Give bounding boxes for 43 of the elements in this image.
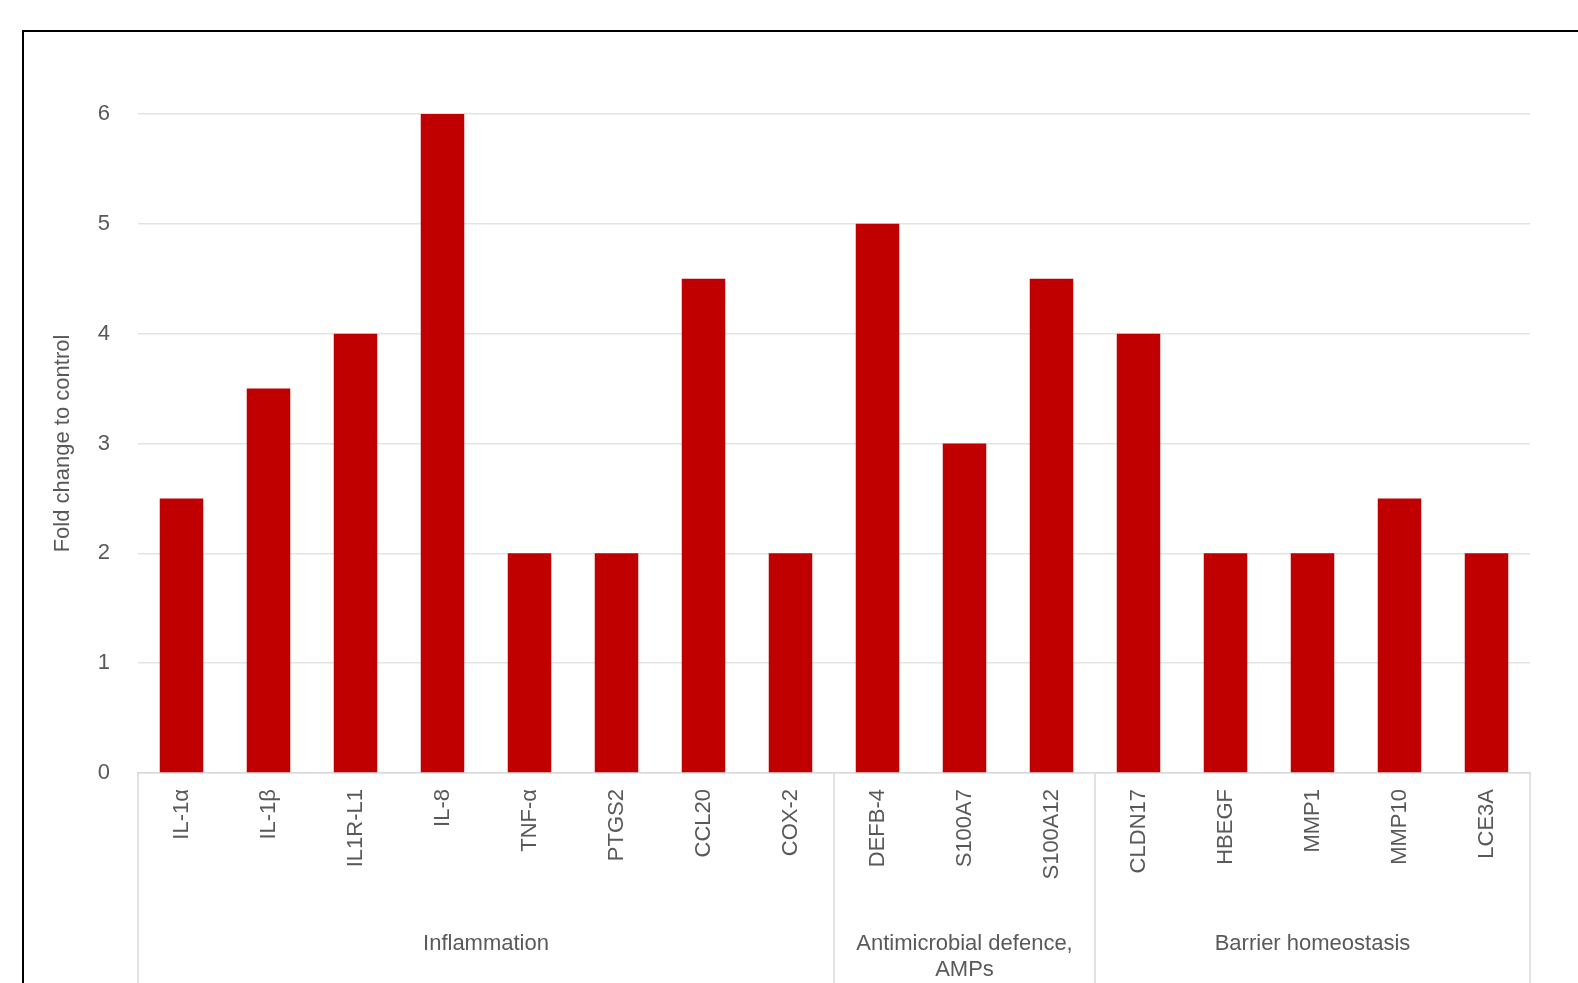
text: Antimicrobial defence, AMPs (856, 930, 1073, 982)
x-tick-label: MMP10 (1385, 789, 1411, 865)
bar (159, 498, 204, 773)
x-tick-label: LCE3A (1472, 788, 1498, 859)
text: Inflammation (423, 930, 549, 956)
bar (768, 553, 813, 773)
x-tick-label: MMP1 (1298, 789, 1324, 853)
bar (420, 114, 465, 773)
bar (1029, 278, 1074, 773)
bar (333, 333, 378, 773)
x-tick-label: S100A7 (950, 789, 976, 868)
bar (1464, 553, 1509, 773)
bar (507, 553, 552, 773)
x-tick-label: DEFB-4 (863, 789, 889, 868)
x-tick-label: PTGS2 (602, 789, 628, 862)
x-tick-label: CCL20 (689, 789, 715, 858)
bar (681, 278, 726, 773)
x-tick-label: IL-1α (167, 788, 193, 840)
y-tick-label: 3 (97, 429, 110, 455)
y-axis-title: Fold change to control (49, 334, 75, 553)
text: Barrier homeostasis (1214, 930, 1411, 956)
bar (1290, 553, 1335, 773)
x-tick-label: HBEGF (1211, 789, 1237, 865)
bar (942, 443, 987, 773)
y-tick-label: 5 (97, 209, 110, 235)
x-tick-label: IL1R-L1 (341, 789, 367, 868)
x-tick-label: IL-8 (428, 789, 454, 827)
y-tick-label: 2 (97, 539, 110, 565)
bar (1377, 498, 1422, 773)
bar (855, 223, 900, 773)
x-tick-label: TNF-α (515, 788, 541, 852)
x-tick-label: CLDN17 (1124, 789, 1150, 874)
y-tick-label: 0 (97, 759, 110, 785)
bar (1203, 553, 1248, 773)
bar (246, 388, 291, 773)
y-tick-label: 4 (97, 319, 110, 345)
x-tick-label: IL-1β (254, 789, 280, 840)
y-tick-label: 1 (97, 649, 110, 675)
bar (594, 553, 639, 773)
y-tick-label: 6 (97, 100, 110, 126)
x-tick-label: COX-2 (776, 789, 802, 857)
bar (1116, 333, 1161, 773)
x-tick-label: S100A12 (1037, 789, 1063, 880)
